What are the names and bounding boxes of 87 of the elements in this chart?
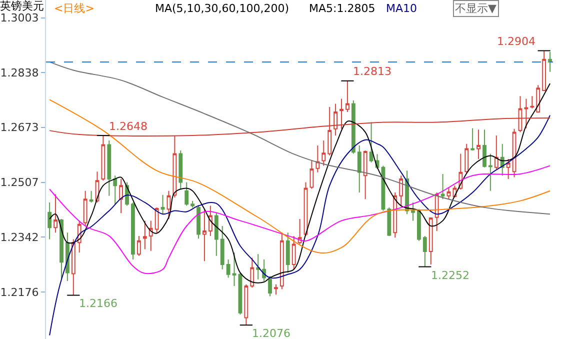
text: MA10 (386, 2, 418, 15)
candlestick (83, 190, 88, 226)
candlestick (548, 52, 552, 72)
candlestick (346, 80, 350, 113)
chart-title: 英镑美元 (0, 0, 44, 12)
candlestick (60, 218, 64, 280)
candlestick (476, 129, 480, 160)
candlestick (89, 190, 94, 203)
annotation: 不显示▼ (455, 2, 497, 15)
annotation: <日线> (54, 2, 94, 15)
candlestick (387, 206, 392, 236)
annotation: MA(5,10,30,60,100,200) (155, 2, 290, 15)
candlestick (232, 252, 236, 286)
candlestick (440, 173, 445, 200)
candlestick (250, 257, 254, 288)
candlestick (131, 202, 135, 260)
candlestick (470, 128, 475, 151)
candlestick (322, 140, 326, 166)
candlestick (65, 232, 70, 282)
candlestick (154, 206, 159, 234)
line-series (49, 114, 551, 336)
candlestick (446, 187, 451, 200)
candlestick (166, 190, 171, 220)
candlestick (411, 202, 415, 222)
candlestick (256, 254, 260, 280)
y-tick-label: 1.2342 (0, 230, 39, 244)
y-tick-label: 1.2176 (0, 286, 39, 299)
candlestick (286, 232, 290, 274)
candlestick (244, 284, 248, 326)
y-tick-label: 1.2507 (0, 176, 39, 190)
annotation: 1.2076 (252, 327, 290, 339)
y-tick-label: 1.2838 (0, 66, 39, 80)
candlestick (48, 202, 52, 240)
candlestick (363, 150, 368, 200)
candlestick (316, 144, 320, 173)
annotation: 1.2648 (109, 120, 148, 133)
candlestick (268, 276, 272, 297)
annotation: 1.2252 (431, 269, 470, 282)
line-series (49, 83, 551, 284)
candlestick (536, 84, 540, 114)
candlestick (274, 284, 278, 296)
candlestick (220, 226, 224, 270)
candlestick (399, 175, 404, 206)
annotation: 1.2904 (497, 35, 536, 48)
candlestick (369, 122, 374, 163)
text: MA5:1.2805 (309, 2, 376, 15)
candlestick (119, 178, 124, 214)
y-tick-label: 1.2673 (0, 121, 39, 134)
candlestick (113, 175, 118, 205)
candlestick (214, 212, 218, 256)
candlestick (506, 158, 510, 180)
candlestick (190, 200, 195, 208)
candlestick (280, 232, 284, 290)
candlestick (482, 129, 486, 168)
candlestick (310, 160, 314, 190)
candlestick (351, 100, 356, 154)
candlestick (184, 182, 189, 206)
candlestick (107, 140, 112, 196)
candlestick (196, 205, 200, 240)
candlestick (416, 208, 421, 242)
candlestick (298, 218, 302, 245)
line-series (49, 61, 551, 215)
candlestick (101, 135, 106, 182)
candlestick (488, 153, 492, 192)
candlestick (226, 258, 230, 278)
candlestick (530, 96, 534, 109)
y-tick-label: 1.3003 (0, 12, 39, 25)
candlestick (357, 144, 362, 194)
annotation: 1.2166 (79, 297, 118, 310)
candlestick (160, 194, 165, 215)
candlestick (422, 235, 427, 268)
line-series (49, 99, 551, 254)
candlestick (464, 143, 469, 174)
candlestick (136, 235, 141, 256)
candlestick (494, 135, 498, 170)
candlestick (208, 205, 212, 236)
candlestick (71, 238, 76, 296)
candlestick (178, 150, 183, 190)
annotation: 1.2813 (353, 65, 392, 78)
candlestick (393, 192, 398, 238)
candlestick (202, 208, 206, 262)
candlestick (142, 220, 147, 250)
candlestick (148, 220, 153, 252)
candlestick (54, 194, 58, 234)
candlestick (428, 216, 433, 265)
candlestick (292, 235, 296, 270)
candlestick (542, 50, 546, 92)
